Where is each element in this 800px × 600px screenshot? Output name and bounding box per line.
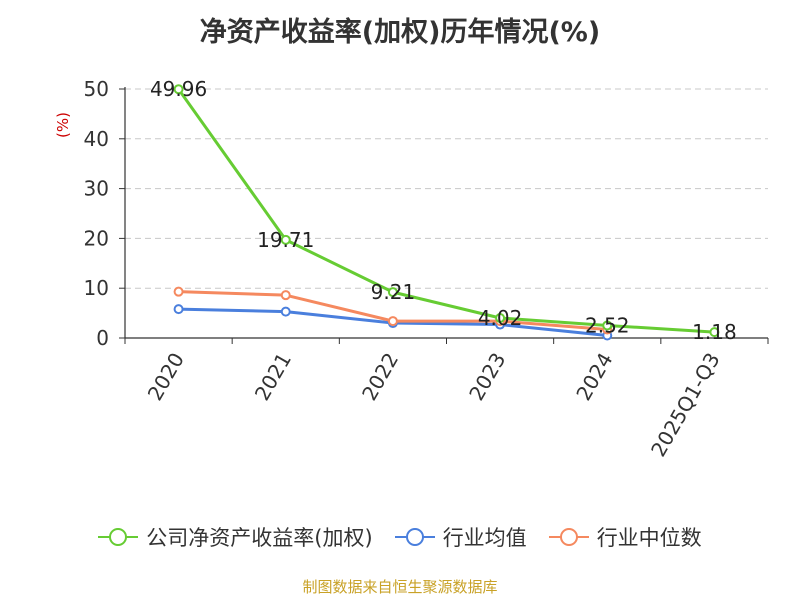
y-tick-label-0: 0 <box>96 326 109 350</box>
series-0-point-5 <box>709 327 720 338</box>
series-2-point-2 <box>387 316 398 327</box>
x-tick-label-2024: 2024 <box>571 349 617 405</box>
series-1-point-0 <box>173 304 184 315</box>
series-1-point-1 <box>280 306 291 317</box>
series-lines <box>173 84 720 341</box>
data-label-1: 19.71 <box>257 228 314 252</box>
data-labels: 49.96 19.71 9.21 4.02 2.52 1.18 <box>150 77 737 344</box>
data-label-2: 9.21 <box>371 280 416 304</box>
y-tick-label-20: 20 <box>84 226 109 250</box>
series-0-point-3 <box>495 312 506 323</box>
legend-item-industry-median[interactable]: 行业中位数 <box>548 522 702 552</box>
legend-marker-2 <box>559 528 578 546</box>
legend-industry-median-label: 行业中位数 <box>596 526 702 550</box>
data-label-0: 49.96 <box>150 77 207 101</box>
y-tick-label-50: 50 <box>84 77 109 101</box>
x-tick-label-2020: 2020 <box>143 349 189 405</box>
legend-industry-avg-line-icon <box>394 528 435 546</box>
x-tick-label-2025Q1-Q3: 2025Q1-Q3 <box>646 349 725 461</box>
source-note: 制图数据来自恒生聚源数据库 <box>302 578 498 596</box>
data-label-5: 1.18 <box>692 320 737 344</box>
legend-marker-1 <box>405 528 424 546</box>
data-label-4: 2.52 <box>585 313 630 337</box>
legend-item-company[interactable]: 公司净资产收益率(加权) <box>98 522 373 552</box>
series-0-point-4 <box>602 320 613 331</box>
legend-company-line-icon <box>98 528 139 546</box>
y-tick-label-30: 30 <box>84 177 109 201</box>
x-tick-label-2022: 2022 <box>357 349 403 405</box>
legend-industry-median-line-icon <box>548 528 589 546</box>
legend-industry-avg-label: 行业均值 <box>442 526 527 550</box>
series-0-point-1 <box>280 234 291 245</box>
axes: 0 10 20 30 40 50 (%) 2020 2021 2022 2023 2024 2025Q1… <box>54 77 769 461</box>
legend-item-industry-avg[interactable]: 行业均值 <box>394 522 527 552</box>
y-tick-label-40: 40 <box>84 127 109 151</box>
legend-company-label: 公司净资产收益率(加权) <box>146 526 373 550</box>
series-2-point-1 <box>280 290 291 301</box>
legend: 公司净资产收益率(加权) 行业均值 行业中位数 <box>0 520 800 554</box>
grid-lines <box>125 88 768 289</box>
legend-marker-0 <box>109 528 128 546</box>
series-0-point-0 <box>173 84 184 95</box>
y-axis-label: (%) <box>54 112 72 138</box>
y-tick-label-10: 10 <box>84 276 109 300</box>
data-label-3: 4.02 <box>478 306 523 330</box>
series-2-point-0 <box>173 286 184 297</box>
series-0-point-2 <box>387 287 398 298</box>
chart-title: 净资产收益率(加权)历年情况(%) <box>199 17 601 48</box>
x-tick-label-2021: 2021 <box>250 349 296 405</box>
x-tick-label-2023: 2023 <box>464 349 510 405</box>
series-line-0 <box>177 88 715 334</box>
